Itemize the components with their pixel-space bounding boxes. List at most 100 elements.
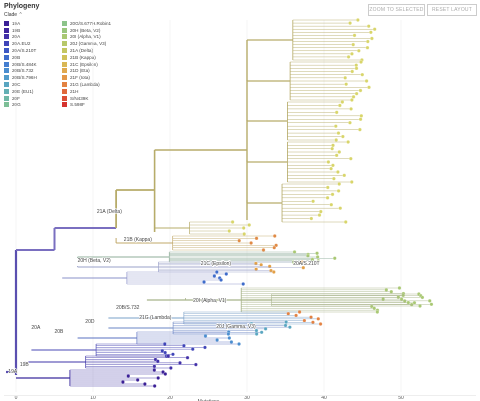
legend-item-21b-kappa-[interactable]: 21B (Kappa) xyxy=(62,54,111,61)
tip-node[interactable] xyxy=(358,88,363,93)
tip-node[interactable] xyxy=(185,355,190,360)
legend-item-21f-iota-[interactable]: 21F (Iota) xyxy=(62,74,111,81)
tip-node[interactable] xyxy=(259,263,263,267)
tip-node[interactable] xyxy=(427,299,432,303)
tip-node[interactable] xyxy=(237,238,242,243)
tip-node[interactable] xyxy=(318,322,323,326)
tip-node[interactable] xyxy=(272,234,277,238)
tip-node[interactable] xyxy=(254,332,259,336)
tip-node[interactable] xyxy=(302,318,307,323)
tip-node[interactable] xyxy=(334,153,339,158)
tip-node[interactable] xyxy=(161,370,165,374)
tip-node[interactable] xyxy=(162,342,167,346)
tip-node[interactable] xyxy=(203,334,208,338)
tip-node[interactable] xyxy=(332,176,336,181)
legend-item-s-n439k[interactable]: S/N439K xyxy=(62,95,111,102)
tip-node[interactable] xyxy=(229,340,234,344)
tip-node[interactable] xyxy=(329,166,333,171)
legend-item-20b-s-796h[interactable]: 20B/S.796H xyxy=(4,74,37,81)
tip-node[interactable] xyxy=(406,300,411,305)
tip-node[interactable] xyxy=(338,103,342,108)
tip-node[interactable] xyxy=(178,361,182,365)
tip-node[interactable] xyxy=(309,216,314,221)
tip-node[interactable] xyxy=(337,182,342,186)
tip-node[interactable] xyxy=(315,251,319,256)
tip-node[interactable] xyxy=(351,42,356,47)
tip-node[interactable] xyxy=(242,232,247,236)
tip-node[interactable] xyxy=(237,342,241,346)
tip-node[interactable] xyxy=(360,72,365,77)
legend-item-21d-eta-[interactable]: 21D (Eta) xyxy=(62,68,111,75)
zoom-to-selected-button[interactable]: ZOOM TO SELECTED xyxy=(368,4,425,16)
tip-node[interactable] xyxy=(331,163,335,168)
tip-node[interactable] xyxy=(230,220,235,224)
tip-node[interactable] xyxy=(152,368,157,372)
tip-node[interactable] xyxy=(342,173,347,178)
tip-node[interactable] xyxy=(409,302,414,307)
tip-node[interactable] xyxy=(346,140,350,144)
legend-item-20g[interactable]: 20G xyxy=(4,102,37,109)
legend-item-20b-s-484k[interactable]: 20B/S.484K xyxy=(4,61,37,68)
legend-item-20a-s-210t[interactable]: 20A/S.210T xyxy=(4,47,37,54)
tip-node[interactable] xyxy=(330,146,334,151)
tip-node[interactable] xyxy=(331,143,335,148)
legend-item-20b-s-732[interactable]: 20B/S.732 xyxy=(4,68,37,75)
tip-node[interactable] xyxy=(226,332,231,336)
tip-node[interactable] xyxy=(203,345,207,350)
tip-node[interactable] xyxy=(429,302,434,307)
legend-item-21c-epsilon-[interactable]: 21C (Epsilon) xyxy=(62,61,111,68)
tip-node[interactable] xyxy=(190,347,195,351)
tip-node[interactable] xyxy=(247,223,252,227)
tip-node[interactable] xyxy=(336,131,341,135)
tip-node[interactable] xyxy=(358,127,362,132)
tip-node[interactable] xyxy=(330,192,335,197)
tip-node[interactable] xyxy=(254,267,258,271)
tip-node[interactable] xyxy=(301,265,306,270)
tip-node[interactable] xyxy=(350,98,354,102)
tip-node[interactable] xyxy=(354,66,359,71)
tip-node[interactable] xyxy=(356,18,360,22)
tip-node[interactable] xyxy=(317,213,322,217)
tip-node[interactable] xyxy=(420,295,425,300)
tip-node[interactable] xyxy=(311,199,315,204)
legend-item-21h[interactable]: 21H xyxy=(62,88,111,95)
tip-node[interactable] xyxy=(318,209,323,214)
tip-node[interactable] xyxy=(306,253,310,258)
legend-item-20e-eu1-[interactable]: 20E (EU1) xyxy=(4,88,37,95)
tip-node[interactable] xyxy=(334,138,339,142)
tip-node[interactable] xyxy=(121,380,125,384)
tip-node[interactable] xyxy=(215,270,219,274)
tip-node[interactable] xyxy=(340,100,345,104)
tip-node[interactable] xyxy=(224,272,229,276)
tip-node[interactable] xyxy=(166,354,171,358)
tip-node[interactable] xyxy=(337,150,342,154)
tip-node[interactable] xyxy=(343,220,348,224)
tip-node[interactable] xyxy=(350,69,355,74)
color-by-clade-toggle[interactable]: Clade ⌃ xyxy=(4,12,23,18)
tip-node[interactable] xyxy=(358,117,363,122)
tip-node[interactable] xyxy=(283,323,288,328)
tip-node[interactable] xyxy=(286,311,291,316)
tip-node[interactable] xyxy=(259,330,264,335)
tip-node[interactable] xyxy=(135,378,140,382)
tip-node[interactable] xyxy=(163,350,167,355)
tip-node[interactable] xyxy=(143,382,147,386)
tip-node[interactable] xyxy=(169,366,173,370)
legend-item-20j-gamma-v3-[interactable]: 20J (Gamma, V3) xyxy=(62,40,111,47)
tip-node[interactable] xyxy=(399,297,404,301)
tip-node[interactable] xyxy=(269,268,273,273)
tip-node[interactable] xyxy=(263,327,268,331)
tip-node[interactable] xyxy=(375,310,380,314)
legend-item-20a-eu2[interactable]: 20A.EU2 xyxy=(4,40,37,47)
tip-node[interactable] xyxy=(311,320,315,325)
tip-node[interactable] xyxy=(367,85,371,90)
tip-node[interactable] xyxy=(249,241,253,245)
tip-node[interactable] xyxy=(354,91,359,96)
legend-item-20h-beta-v2-[interactable]: 20H (Beta, V2) xyxy=(62,27,111,34)
tip-node[interactable] xyxy=(254,236,259,241)
tip-node[interactable] xyxy=(261,248,266,252)
tip-node[interactable] xyxy=(338,206,343,211)
tip-node[interactable] xyxy=(352,33,357,38)
tip-node[interactable] xyxy=(288,325,292,329)
tip-node[interactable] xyxy=(284,320,288,324)
